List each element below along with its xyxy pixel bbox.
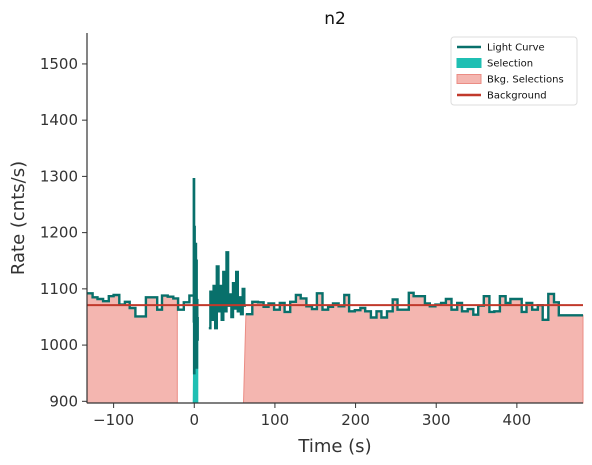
- y-tick-label: 1200: [40, 224, 78, 242]
- x-tick-label: 0: [189, 411, 199, 429]
- bkg-selection-region-left: [86, 292, 178, 404]
- legend-label: Selection: [487, 59, 533, 70]
- x-tick-label: 200: [341, 411, 370, 429]
- x-tick-label: 400: [503, 411, 532, 429]
- y-tick-label: 900: [49, 392, 78, 410]
- x-tick-label: 300: [422, 411, 451, 429]
- legend: Light Curve Selection Bkg. Selections Backg…: [450, 36, 578, 106]
- y-tick-label: 1000: [40, 336, 78, 354]
- y-tick-label: 1100: [40, 280, 78, 298]
- legend-box: [450, 36, 578, 106]
- y-tick-label: 1500: [40, 55, 78, 73]
- axes: [86, 33, 583, 404]
- x-tick-label: −100: [93, 411, 134, 429]
- x-tick-label: 100: [261, 411, 290, 429]
- legend-label: Bkg. Selections: [487, 75, 564, 86]
- light-curve-left-segment: [87, 292, 195, 318]
- x-axis-title: Time (s): [297, 436, 371, 457]
- chart-title: n2: [324, 9, 346, 29]
- y-tick-label: 1400: [40, 111, 78, 129]
- light-curve-spike: [192, 178, 199, 375]
- y-axis-title: Rate (cnts/s): [8, 161, 29, 275]
- y-axis-ticks: 900 1000 1100 1200 1300 1400 1500: [40, 55, 87, 410]
- light-curve-right-segment: [245, 291, 583, 321]
- light-curve-mid-segment: [208, 251, 246, 330]
- x-axis-ticks: −100 0 100 200 300 400: [93, 403, 531, 429]
- y-tick-label: 1300: [40, 167, 78, 185]
- legend-label: Light Curve: [487, 43, 545, 54]
- legend-patch-swatch: [456, 74, 482, 84]
- legend-label: Background: [487, 91, 547, 102]
- legend-patch-swatch: [456, 58, 482, 68]
